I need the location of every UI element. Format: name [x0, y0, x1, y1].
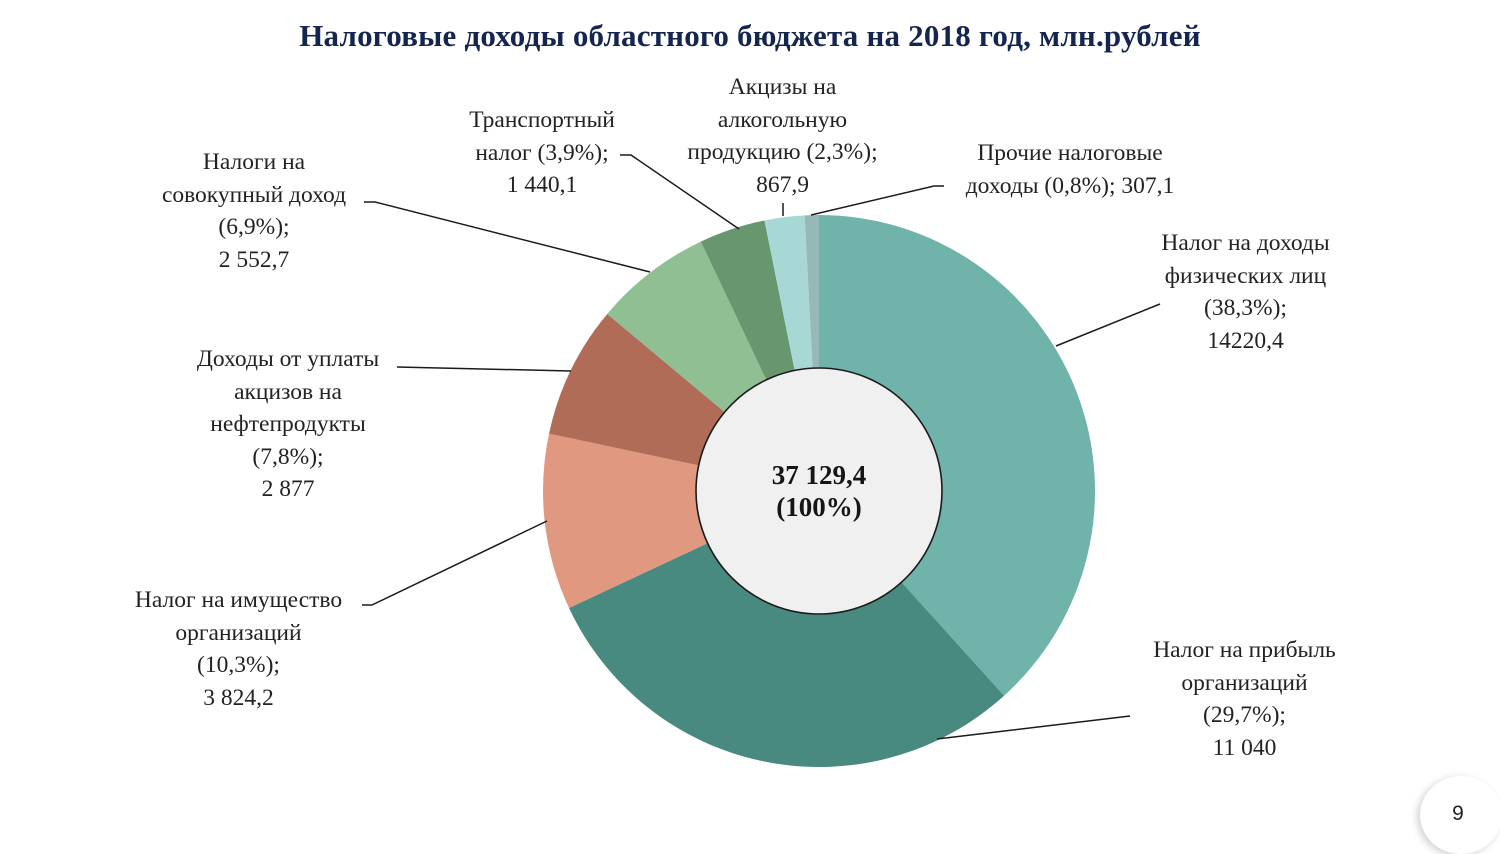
label-ndfl: Налог на доходы физических лиц (38,3%); … — [1128, 227, 1363, 357]
label-value: 2 877 — [261, 476, 315, 502]
label-value: 867,9 — [756, 171, 809, 198]
label-text: Акцизы на — [728, 74, 837, 100]
label-value: 14220,4 — [1207, 327, 1284, 354]
label-text: алкогольную — [717, 106, 848, 133]
leader-line-property — [362, 520, 548, 606]
label-text: налог (3,9%); — [475, 139, 609, 166]
label-text: Транспортный — [469, 107, 615, 133]
total-value: 37 129,4 — [771, 460, 867, 490]
label-text: совокупный доход — [161, 181, 347, 208]
label-percent: (38,3%); — [1204, 295, 1287, 321]
label-alcohol-excise: Акцизы на алкогольную продукцию (2,3%); … — [660, 71, 905, 201]
label-aggregate-income: Налоги на совокупный доход (6,9%); 2 552… — [134, 146, 374, 276]
label-text: организаций — [175, 619, 302, 646]
donut-center-circle — [695, 367, 943, 615]
label-text: Налог на имущество — [134, 587, 343, 613]
label-value: 3 824,2 — [203, 684, 274, 711]
pie-slice — [569, 491, 1005, 768]
leader-line-other — [810, 185, 944, 216]
label-percent: (7,8%); — [252, 443, 324, 470]
page-number-badge — [1420, 776, 1500, 854]
label-text: доходы (0,8%); 307,1 — [965, 172, 1175, 199]
page-number: 9 — [1452, 802, 1464, 825]
label-text: Налоги на — [202, 149, 306, 175]
label-property: Налог на имущество организаций (10,3%); … — [106, 584, 371, 714]
total-label: 37 129,4 (100%) — [719, 459, 919, 523]
label-value: 11 040 — [1212, 734, 1277, 761]
label-text: физических лиц — [1164, 262, 1327, 289]
label-transport: Транспортный налог (3,9%); 1 440,1 — [438, 104, 646, 202]
label-text: акцизов на — [234, 378, 342, 405]
label-text: нефтепродукты — [210, 411, 366, 437]
pie-slice — [819, 215, 1095, 696]
leader-line-aggregate — [364, 201, 651, 273]
total-percent: (100%) — [776, 492, 862, 522]
label-text: Прочие налоговые — [977, 140, 1163, 166]
label-text: организаций — [1181, 669, 1308, 696]
leader-lines — [362, 154, 1161, 740]
leader-line-profit — [936, 715, 1131, 740]
label-other: Прочие налоговые доходы (0,8%); 307,1 — [940, 137, 1200, 202]
label-value: 1 440,1 — [506, 172, 578, 198]
label-percent: (29,7%); — [1203, 702, 1286, 728]
label-percent: (6,9%); — [218, 214, 290, 240]
label-text: Налог на доходы — [1161, 230, 1330, 256]
label-value: 2 552,7 — [218, 246, 290, 273]
chart-title: Налоговые доходы областного бюджета на 2… — [299, 18, 1201, 53]
leader-line-oil — [396, 366, 572, 372]
leader-line-transport — [620, 154, 740, 230]
label-oil-excise: Доходы от уплаты акцизов на нефтепродукт… — [168, 343, 408, 506]
label-text: Налог на прибыль — [1153, 637, 1336, 663]
leader-line-ndfl — [1055, 303, 1161, 347]
label-percent: (10,3%); — [197, 652, 280, 678]
label-text: продукцию (2,3%); — [687, 139, 878, 165]
label-profit: Налог на прибыль организаций (29,7%); 11… — [1122, 634, 1367, 764]
label-text: Доходы от уплаты — [196, 346, 380, 372]
